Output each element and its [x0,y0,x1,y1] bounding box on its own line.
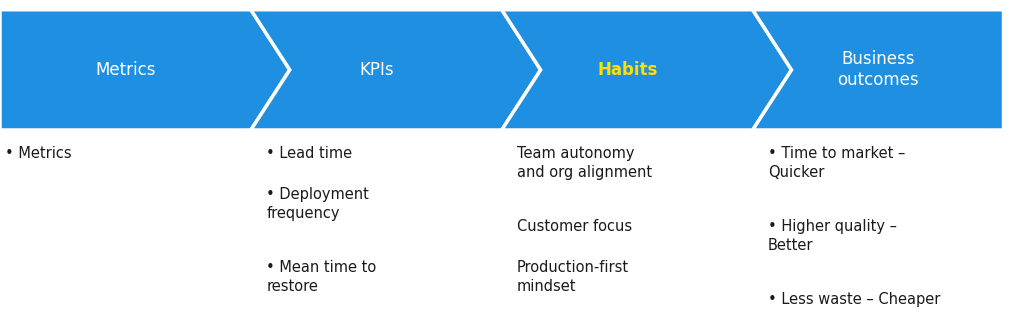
Text: Metrics: Metrics [95,61,156,79]
Polygon shape [502,10,792,130]
Text: Habits: Habits [597,61,657,79]
Text: KPIs: KPIs [359,61,393,79]
Text: Team autonomy
and org alignment: Team autonomy and org alignment [517,146,652,180]
Text: • Less waste – Cheaper: • Less waste – Cheaper [768,292,940,307]
Text: • Metrics: • Metrics [5,146,72,161]
Text: • Deployment
frequency: • Deployment frequency [266,188,369,221]
Text: • Lead time: • Lead time [266,146,352,161]
Text: • Time to market –
Quicker: • Time to market – Quicker [768,146,905,180]
Polygon shape [753,10,1004,130]
Polygon shape [0,10,290,130]
Text: • Mean time to
restore: • Mean time to restore [266,260,377,294]
Polygon shape [251,10,541,130]
Text: Business
outcomes: Business outcomes [838,50,919,89]
Text: • Higher quality –
Better: • Higher quality – Better [768,219,897,253]
Text: Customer focus: Customer focus [517,219,632,234]
Text: Production-first
mindset: Production-first mindset [517,260,629,294]
